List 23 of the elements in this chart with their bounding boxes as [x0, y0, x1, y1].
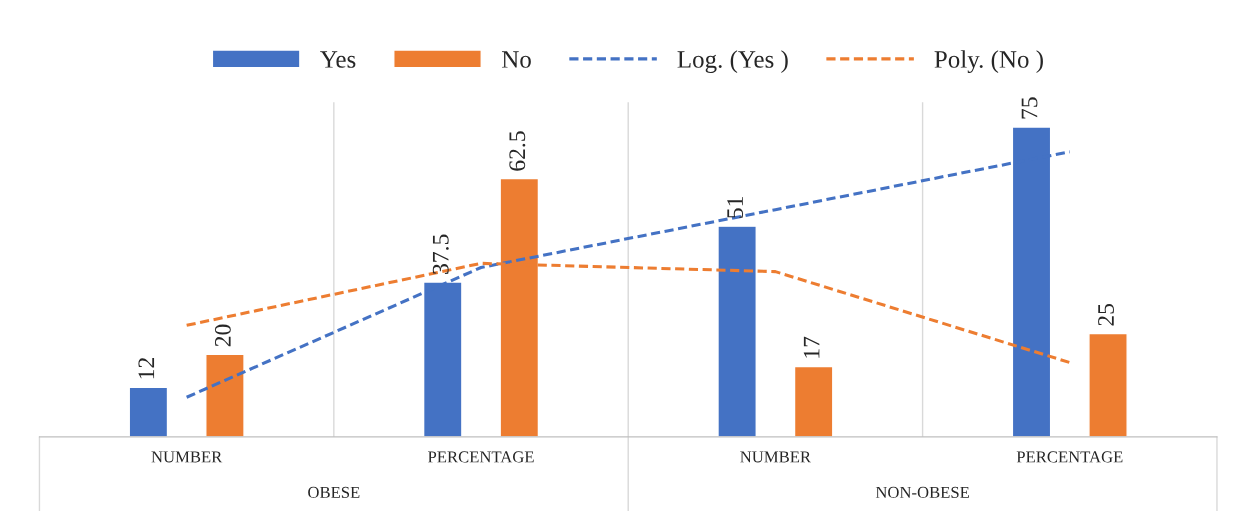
x-tick-label: NUMBER	[151, 451, 223, 463]
text: OBESE	[308, 486, 360, 498]
legend-label: No	[501, 51, 531, 68]
data-label: 12	[138, 358, 155, 379]
data-label: 25	[1098, 303, 1114, 326]
data-label: 37.5	[432, 234, 449, 274]
text: NON-OBESE	[875, 486, 969, 498]
x-tick-label: PERCENTAGE	[1016, 451, 1123, 463]
data-label: 17	[803, 336, 820, 358]
x-tick-label: PERCENTAGE	[428, 451, 534, 463]
bar	[1088, 332, 1128, 437]
data-label: 20	[214, 324, 231, 347]
data-label: 75	[1021, 97, 1038, 119]
legend-label: Yes	[320, 51, 356, 68]
bar	[205, 353, 245, 437]
legend-label: Log. (Yes )	[677, 50, 788, 74]
bar	[128, 386, 169, 437]
data-label: 51	[727, 197, 744, 218]
legend-label: Poly. (No )	[934, 50, 1043, 74]
bar	[717, 225, 757, 437]
data-label: 62.5	[509, 131, 526, 171]
x-tick-label: NUMBER	[740, 451, 812, 463]
bar	[793, 365, 834, 437]
